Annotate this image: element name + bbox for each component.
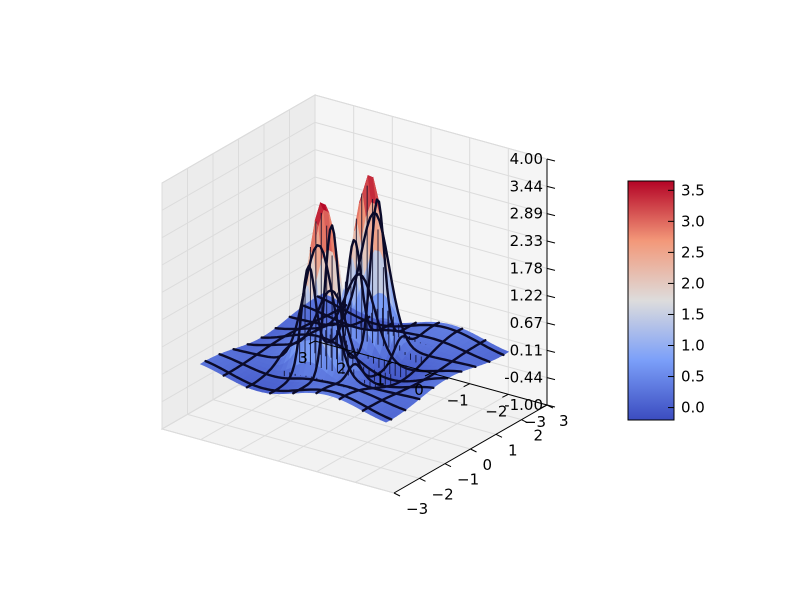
- x-tick-label: −3: [524, 413, 546, 431]
- z-tick-label: 4.00: [510, 150, 543, 168]
- x-tick-mark: [502, 393, 509, 398]
- y-tick-label: −3: [406, 500, 428, 518]
- z-tick-label: 1.78: [510, 259, 543, 277]
- colorbar-tick-label: 2.0: [681, 274, 705, 292]
- contour-wire: [292, 198, 417, 395]
- colorbar-ticks: 3.5 3.0 2.5 2.0 1.5 1.0 0.5 0.0: [668, 181, 705, 417]
- y-tick-mark: [470, 448, 477, 453]
- y-tick-label: 1: [508, 441, 518, 459]
- colorbar-tick-label: 1.5: [681, 305, 705, 323]
- x-tick-mark: [386, 361, 393, 366]
- z-tick-mark: [546, 267, 556, 271]
- x-tick-label: 1: [376, 370, 386, 388]
- z-tick-label: -1.00: [504, 396, 543, 414]
- x-axis-ticks: 3 2 1 0 −1 −2 −3: [298, 340, 548, 431]
- z-axis-ticks: 4.00 3.44 2.89 2.33 1.78 1.22 0.67 0.11 -0.44 -1.…: [504, 150, 556, 414]
- z-tick-mark: [546, 377, 556, 381]
- x-tick-mark: [463, 383, 470, 388]
- y-tick-mark: [521, 419, 528, 424]
- right-pane-gridline-z: [314, 149, 548, 215]
- left-pane-gridline-z: [161, 285, 316, 375]
- x-tick-mark: [424, 372, 432, 377]
- z-tick-mark: [546, 185, 556, 189]
- z-tick-label: 3.44: [510, 177, 543, 195]
- z-tick-label: -0.44: [504, 369, 543, 387]
- left-pane-gridline-z: [161, 94, 316, 184]
- surface-facet: [499, 349, 510, 355]
- colorbar-tick-label: 0.5: [681, 368, 705, 386]
- y-tick-mark: [444, 463, 452, 468]
- z-tick-label: 0.11: [510, 341, 543, 359]
- contour-wire: [361, 339, 487, 412]
- y-tick-mark: [495, 433, 503, 438]
- left-pane-gridline-z: [161, 231, 316, 321]
- colorbar-tick-label: 3.5: [681, 181, 705, 199]
- contour-wire: [315, 321, 441, 395]
- x-tick-mark: [540, 404, 548, 409]
- colorbar-tick-label: 3.0: [681, 212, 705, 230]
- z-tick-label: 1.22: [510, 287, 543, 305]
- z-tick-mark: [546, 322, 556, 326]
- colorbar-tick-label: 0.0: [681, 399, 705, 417]
- z-tick-mark: [546, 295, 556, 299]
- colorbar-tick-label: 2.5: [681, 243, 705, 261]
- z-tick-mark: [546, 158, 556, 162]
- z-tick-label: 0.67: [510, 314, 543, 332]
- x-tick-label: −2: [485, 402, 507, 420]
- x-tick-label: −1: [447, 392, 469, 410]
- contour-wire: [245, 315, 371, 389]
- y-tick-label: 2: [534, 427, 544, 445]
- x-tick-mark: [347, 351, 354, 356]
- y-tick-mark: [393, 492, 401, 497]
- surface-contour-wires: [204, 185, 505, 421]
- contour-wire: [222, 304, 348, 377]
- left-pane-gridline-z: [161, 258, 316, 348]
- left-pane-gridline-z: [161, 203, 316, 293]
- right-pane-gridline-z: [314, 176, 548, 242]
- x-tick-label: 3: [298, 349, 308, 367]
- y-tick-mark: [546, 404, 554, 409]
- right-pane-gridline-z: [314, 203, 548, 269]
- y-tick-label: 0: [483, 456, 493, 474]
- colorbar-tick-label: 1.0: [681, 337, 705, 355]
- z-tick-label: 2.89: [510, 205, 543, 223]
- x-tick-label: 0: [414, 381, 424, 399]
- right-pane-gridline-z: [314, 94, 548, 160]
- z-tick-label: 2.33: [510, 232, 543, 250]
- y-tick-mark: [419, 477, 426, 482]
- colorbar: [627, 180, 675, 421]
- x-tick-label: 2: [337, 360, 347, 378]
- colorbar-gradient: [627, 180, 675, 421]
- left-pane-gridline-z: [161, 121, 316, 211]
- z-tick-mark: [546, 213, 556, 217]
- y-tick-label: −1: [457, 471, 479, 489]
- right-pane-gridline-z: [314, 121, 548, 187]
- y-tick-label: −2: [432, 485, 454, 503]
- x-tick-mark: [308, 340, 316, 345]
- z-tick-mark: [546, 349, 556, 353]
- y-tick-label: 3: [559, 412, 569, 430]
- left-pane-gridline-z: [161, 176, 316, 266]
- left-pane-gridline-z: [161, 149, 316, 239]
- z-tick-mark: [546, 240, 556, 244]
